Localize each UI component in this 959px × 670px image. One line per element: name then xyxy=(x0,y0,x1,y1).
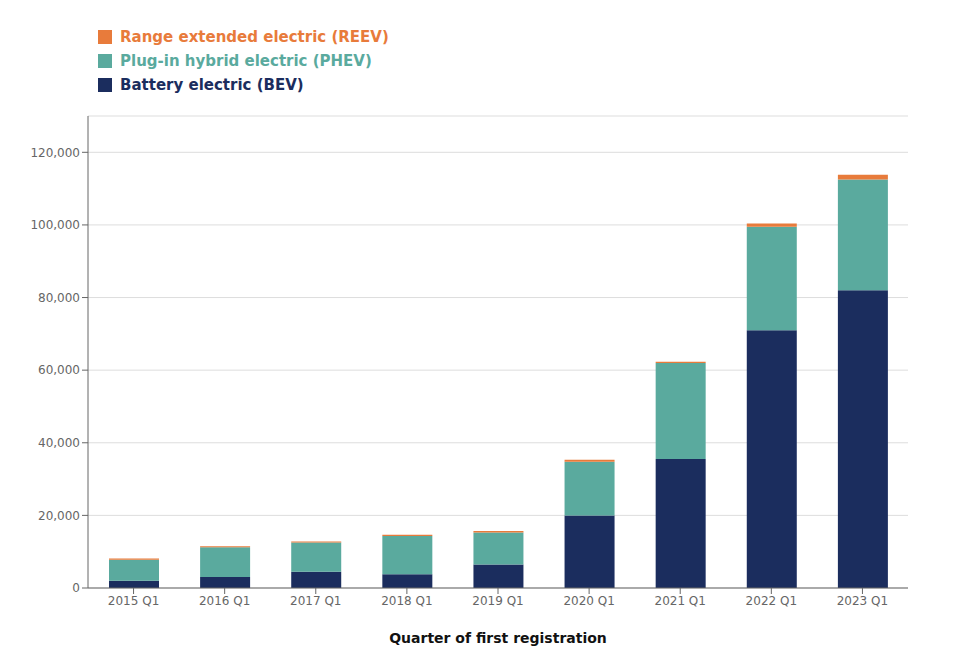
html-text:Battery electric (BEV): Battery electric (BEV) xyxy=(120,76,304,94)
svg-text:2020 Q1: 2020 Q1 xyxy=(563,594,614,608)
svg-text:2018 Q1: 2018 Q1 xyxy=(381,594,432,608)
svg-text:2017 Q1: 2017 Q1 xyxy=(290,594,341,608)
svg-text:2019 Q1: 2019 Q1 xyxy=(472,594,523,608)
svg-text:60,000: 60,000 xyxy=(38,363,80,377)
svg-text:80,000: 80,000 xyxy=(38,291,80,305)
svg-text:2016 Q1: 2016 Q1 xyxy=(199,594,250,608)
svg-text:2023 Q1: 2023 Q1 xyxy=(837,594,888,608)
svg-text:2022 Q1: 2022 Q1 xyxy=(746,594,797,608)
svg-text:120,000: 120,000 xyxy=(30,146,80,160)
svg-text:2021 Q1: 2021 Q1 xyxy=(655,594,706,608)
svg-text:100,000: 100,000 xyxy=(30,218,80,232)
svg-text:Quarter of first registration: Quarter of first registration xyxy=(389,630,607,646)
svg-text:40,000: 40,000 xyxy=(38,436,80,450)
html-text:Plug-in hybrid electric (PHEV): Plug-in hybrid electric (PHEV) xyxy=(120,52,372,70)
svg-text:20,000: 20,000 xyxy=(38,509,80,523)
svg-text:0: 0 xyxy=(72,581,80,595)
html-text:Range extended electric (REEV): Range extended electric (REEV) xyxy=(120,28,389,46)
svg-text:2015 Q1: 2015 Q1 xyxy=(108,594,159,608)
